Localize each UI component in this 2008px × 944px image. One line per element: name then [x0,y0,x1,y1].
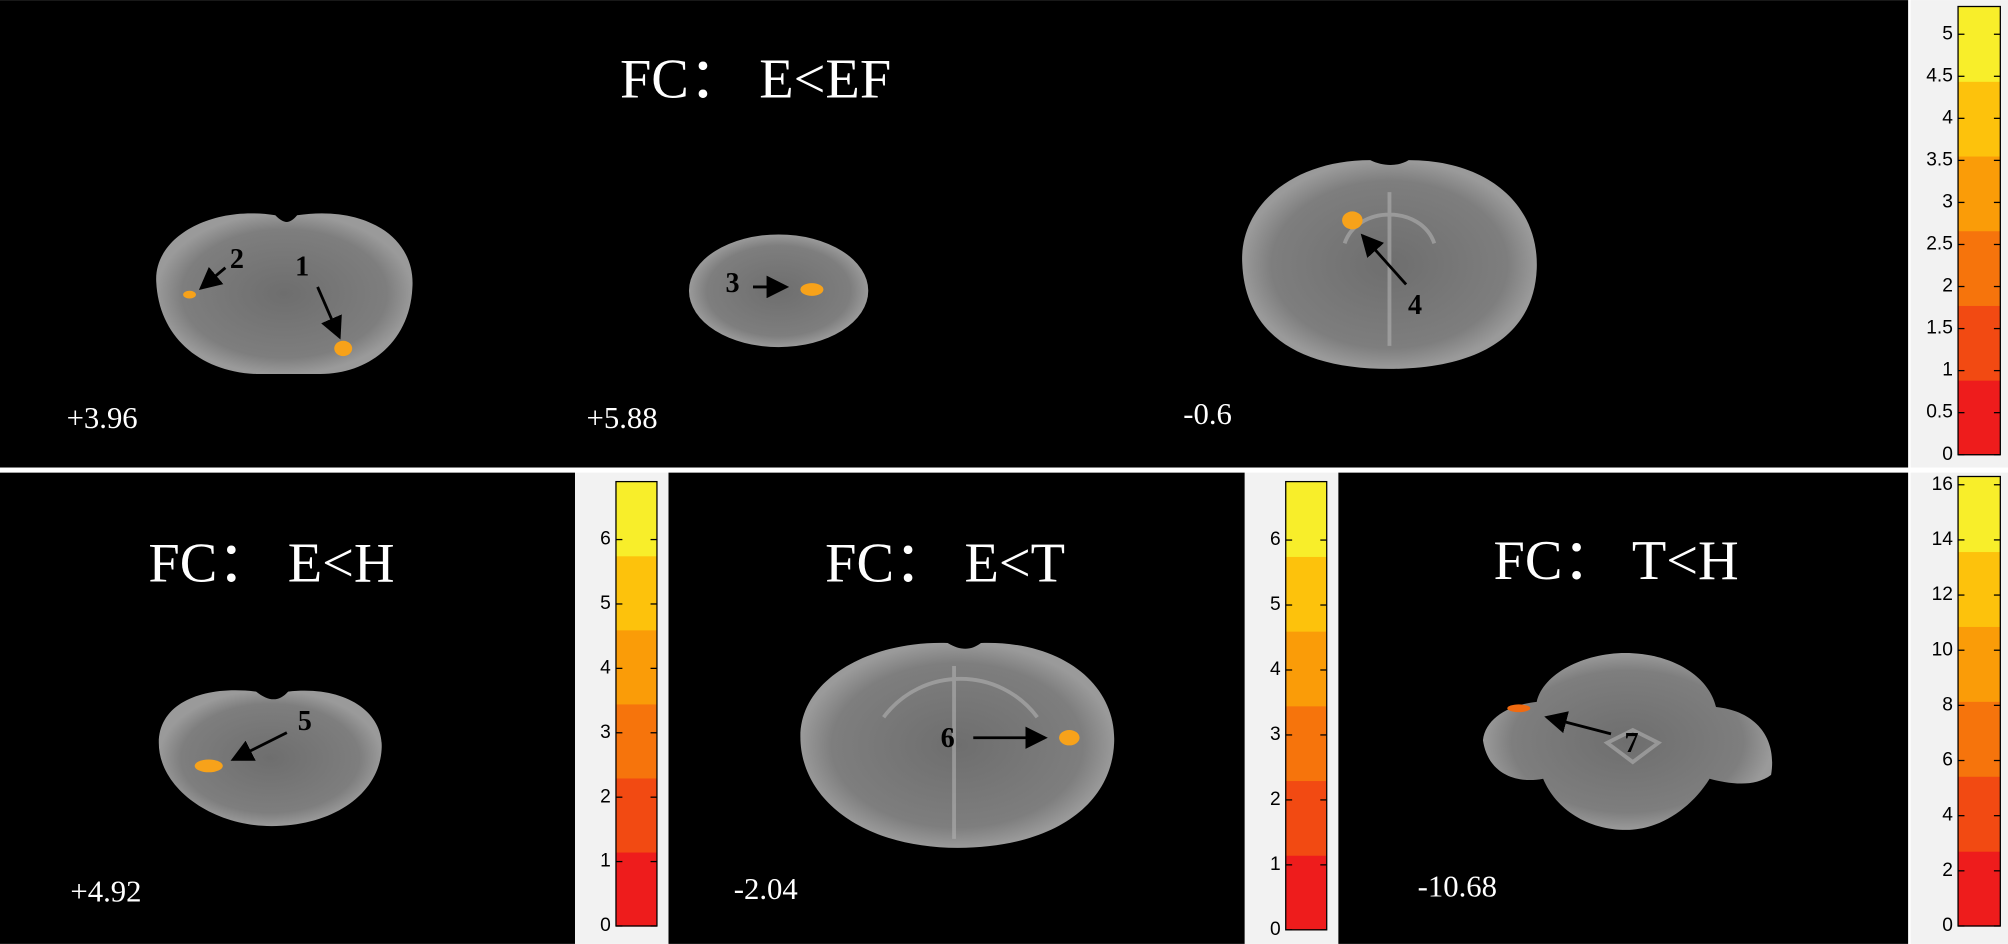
colorbar-band [1958,776,2001,852]
colorbar-tick-label: 4 [600,657,611,678]
colorbar-tick-label: 6 [1942,750,1953,771]
colorbar-tick-label: 2 [1942,860,1953,881]
brain-detail [882,192,1663,839]
colorbar-tick-label: 0 [1942,444,1953,465]
region-label: 7 [1624,728,1638,759]
colorbar-tick-label: 2.5 [1926,234,1953,255]
colorbar-tick-label: 6 [1270,529,1281,550]
slice-coordinate: -2.04 [734,872,798,906]
colorbar-band [1285,481,1327,557]
colorbar-tick-label: 0 [1942,915,1953,936]
arrows [198,233,1612,761]
colorbar-band [1958,476,2001,553]
colorbar-tick-label: 3 [600,722,611,743]
region-label: 1 [295,251,309,282]
colorbar-band [1958,81,2001,157]
activations [183,211,1531,773]
brain-slices [156,160,1773,848]
panel-title: FC： T<H [1494,530,1739,592]
colorbar-band [1958,851,2001,927]
colorbar-band [1958,626,2001,702]
colorbar-tick-label: 3 [1942,192,1953,213]
colorbar-tick-label: 4 [1270,659,1281,680]
colorbar-band [1958,155,2001,232]
region-label: 3 [725,268,739,299]
colorbar-tick-label: 5 [1270,594,1281,615]
colorbar-band [1285,780,1327,856]
colorbar-tick-label: 2 [1942,276,1953,297]
colorbar-band [1285,631,1327,707]
colorbar-band [1958,551,2001,627]
colorbar-band [1958,305,2001,381]
colorbar-band [615,851,657,927]
brain-slice [800,642,1115,848]
colorbar-tick-label: 14 [1932,529,1954,550]
brain-slice [156,213,413,375]
colorbar-band [615,777,657,853]
colorbar-tick-label: 4 [1942,107,1953,128]
colorbar-frame [1957,475,2001,927]
colorbar-tick-label: 3.5 [1926,149,1953,170]
colorbar-band [1958,6,2001,82]
colorbar-frame [615,480,658,927]
colorbar-tick-label: 3 [1270,724,1281,745]
panel-title: FC： E<EF [620,48,891,110]
colorbar-tick-label: 1 [600,851,611,872]
slice-coordinate: -0.6 [1183,397,1232,431]
colorbar-tick-label: 4 [1942,805,1953,826]
colorbar-frame [1285,480,1328,931]
colorbar-band [615,481,657,557]
panel-title: FC： E<T [825,532,1065,594]
colorbar-tick-label: 1.5 [1926,318,1953,339]
colorbar-band [1285,556,1327,632]
colorbar-tick-label: 4.5 [1926,65,1953,86]
colorbar-tick-label: 12 [1932,584,1953,605]
colorbar-tick-label: 1 [1270,854,1281,875]
colorbar-tick-label: 0 [600,915,611,936]
brain-slice [158,690,382,827]
colorbar-tick-label: 0 [1270,919,1281,940]
slice-coordinate: +5.88 [587,401,658,435]
colorbar-tick-label: 5 [1942,23,1953,44]
colorbar-tick-label: 6 [600,529,611,550]
colorbar-tick-label: 10 [1932,639,1953,660]
slice-coordinate: +3.96 [67,401,138,435]
colorbar-band [1285,855,1327,931]
brain-slice [688,234,869,348]
colorbar-band [615,555,657,631]
colorbar-tick-label: 2 [1270,789,1281,810]
colorbar-frame [1957,5,2001,456]
colorbar-band [1958,701,2001,777]
region-label: 6 [941,723,955,754]
region-label: 5 [298,706,312,737]
slice-coordinate: -10.68 [1418,870,1497,904]
colorbar-band [615,629,657,705]
colorbar-tick-label: 5 [600,593,611,614]
colorbar-band [615,703,657,779]
region-label: 4 [1408,290,1422,321]
colorbar-tick-label: 16 [1932,474,1953,495]
colorbar-band [1285,705,1327,782]
colorbar-tick-label: 1 [1942,360,1953,381]
colorbar-tick-label: 8 [1942,694,1953,715]
colorbar-band [1958,230,2001,306]
panel-title: FC： E<H [148,532,394,594]
colorbar-tick-label: 0.5 [1926,402,1953,423]
colorbar-band [1958,380,2001,456]
brain-slice [1482,653,1773,830]
colorbar-tick-label: 2 [600,786,611,807]
region-label: 2 [230,244,244,275]
slice-coordinate: +4.92 [70,875,141,909]
